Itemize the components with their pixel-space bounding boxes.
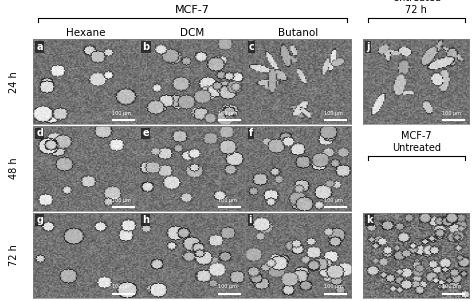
Text: 100 μm: 100 μm bbox=[442, 111, 461, 116]
Text: 100 μm: 100 μm bbox=[112, 111, 131, 116]
Text: Hexane: Hexane bbox=[66, 28, 106, 38]
Text: d: d bbox=[36, 129, 43, 138]
Text: 100 μm: 100 μm bbox=[218, 198, 237, 203]
Text: DCM: DCM bbox=[180, 28, 204, 38]
Text: j: j bbox=[366, 42, 370, 52]
Text: MCF-7: MCF-7 bbox=[175, 5, 210, 14]
Text: 48 h: 48 h bbox=[9, 158, 19, 179]
Text: b: b bbox=[142, 42, 149, 52]
Text: MCF10A
Untreated
72 h: MCF10A Untreated 72 h bbox=[392, 0, 441, 14]
Text: 100 μm: 100 μm bbox=[442, 284, 461, 290]
Text: 100 μm: 100 μm bbox=[112, 198, 131, 203]
Text: 100 μm: 100 μm bbox=[112, 284, 131, 290]
Text: 24 h: 24 h bbox=[9, 71, 19, 93]
Text: g: g bbox=[36, 215, 43, 225]
Text: 100 μm: 100 μm bbox=[324, 111, 343, 116]
Text: 100 μm: 100 μm bbox=[324, 284, 343, 290]
Text: e: e bbox=[142, 129, 149, 138]
Text: f: f bbox=[248, 129, 253, 138]
Text: 100 μm: 100 μm bbox=[218, 111, 237, 116]
Text: a: a bbox=[36, 42, 43, 52]
Text: h: h bbox=[142, 215, 149, 225]
Text: MCF-7
Untreated: MCF-7 Untreated bbox=[392, 131, 441, 153]
Text: k: k bbox=[366, 215, 373, 225]
Text: Butanol: Butanol bbox=[278, 28, 319, 38]
Text: 100 μm: 100 μm bbox=[218, 284, 237, 290]
Text: i: i bbox=[248, 215, 252, 225]
Text: 72 h: 72 h bbox=[9, 244, 19, 266]
Text: 100 μm: 100 μm bbox=[324, 198, 343, 203]
Text: c: c bbox=[248, 42, 254, 52]
